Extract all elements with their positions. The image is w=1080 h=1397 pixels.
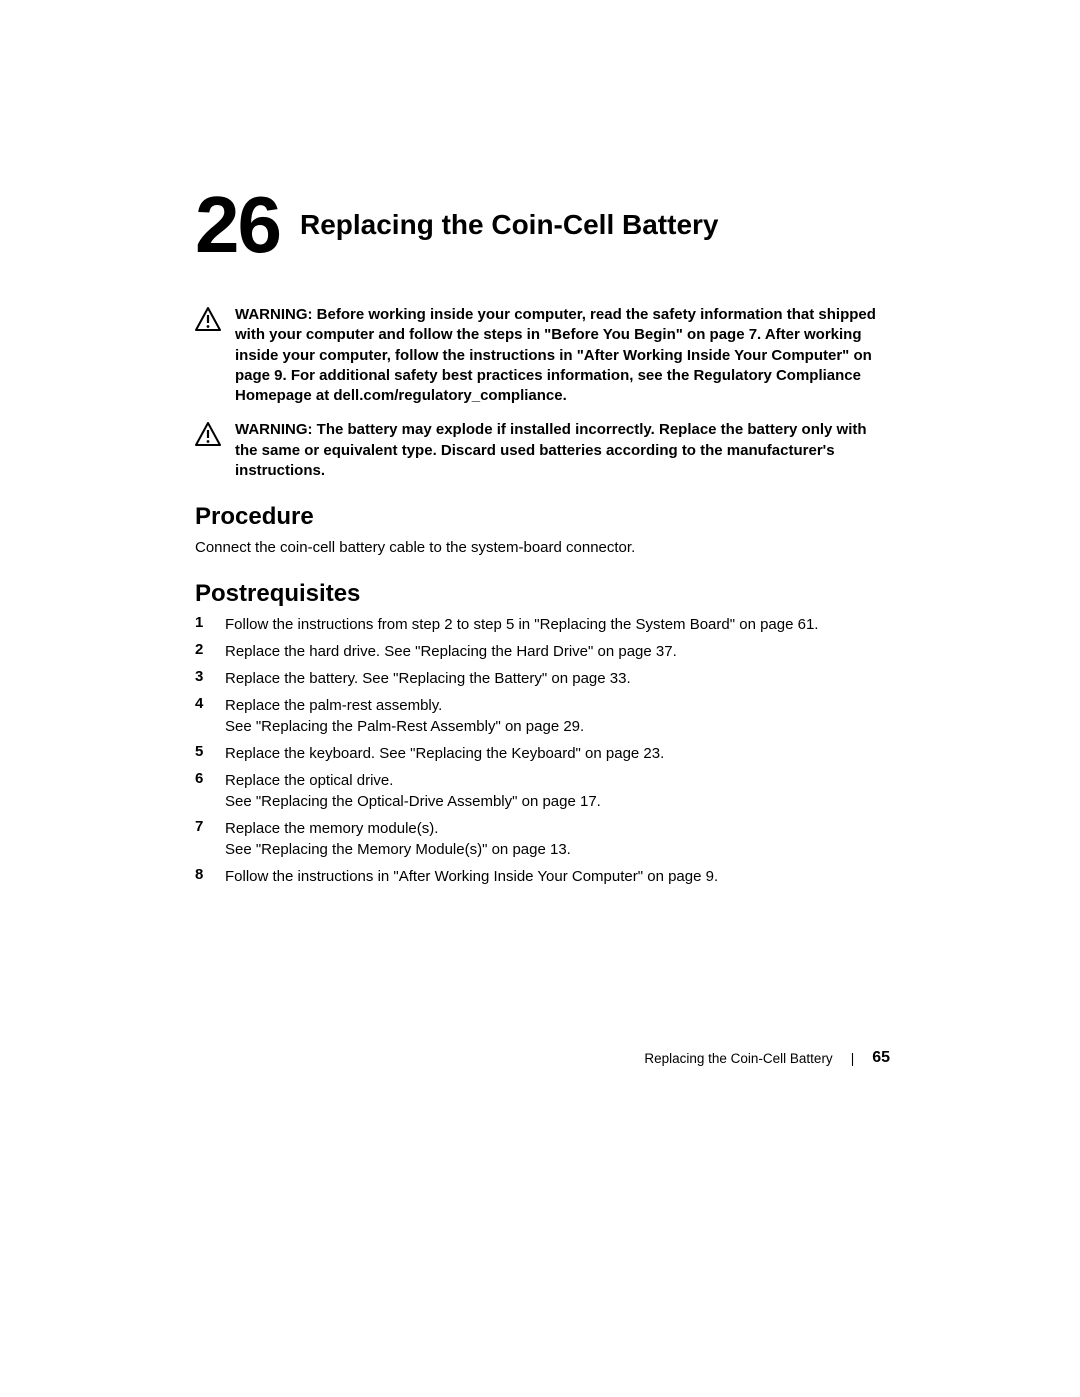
list-text: Replace the palm-rest assembly. See "Rep… [225,695,584,737]
warning-triangle-icon [195,422,221,451]
procedure-heading: Procedure [195,503,890,531]
list-text: Replace the optical drive. See "Replacin… [225,770,601,812]
warning-block-1: WARNING: Before working inside your comp… [195,305,890,406]
list-number: 8 [195,866,225,883]
list-item: 7Replace the memory module(s). See "Repl… [195,818,890,860]
list-number: 3 [195,668,225,685]
list-text: Replace the hard drive. See "Replacing t… [225,641,677,662]
page-number: 65 [872,1049,890,1067]
list-text: Replace the keyboard. See "Replacing the… [225,743,664,764]
postrequisites-heading: Postrequisites [195,580,890,608]
page-footer: Replacing the Coin-Cell Battery | 65 [644,1049,890,1067]
list-text: Follow the instructions from step 2 to s… [225,614,818,635]
list-item: 1Follow the instructions from step 2 to … [195,614,890,635]
footer-title: Replacing the Coin-Cell Battery [644,1051,832,1066]
warning-text: WARNING: Before working inside your comp… [235,305,890,406]
chapter-number: 26 [195,185,280,265]
footer-separator: | [851,1051,855,1066]
list-text: Follow the instructions in "After Workin… [225,866,718,887]
list-number: 7 [195,818,225,835]
list-number: 1 [195,614,225,631]
list-number: 2 [195,641,225,658]
list-item: 3Replace the battery. See "Replacing the… [195,668,890,689]
list-item: 8Follow the instructions in "After Worki… [195,866,890,887]
warning-block-2: WARNING: The battery may explode if inst… [195,420,890,481]
list-item: 4Replace the palm-rest assembly. See "Re… [195,695,890,737]
chapter-header: 26 Replacing the Coin-Cell Battery [195,185,890,265]
document-page: 26 Replacing the Coin-Cell Battery WARNI… [0,0,1080,887]
procedure-text: Connect the coin-cell battery cable to t… [195,537,890,558]
chapter-title: Replacing the Coin-Cell Battery [300,209,719,241]
list-text: Replace the memory module(s). See "Repla… [225,818,571,860]
list-number: 4 [195,695,225,712]
postrequisites-list: 1Follow the instructions from step 2 to … [195,614,890,887]
list-item: 5Replace the keyboard. See "Replacing th… [195,743,890,764]
list-item: 2Replace the hard drive. See "Replacing … [195,641,890,662]
list-item: 6Replace the optical drive. See "Replaci… [195,770,890,812]
list-number: 5 [195,743,225,760]
warning-triangle-icon [195,307,221,336]
list-text: Replace the battery. See "Replacing the … [225,668,631,689]
warning-text: WARNING: The battery may explode if inst… [235,420,890,481]
list-number: 6 [195,770,225,787]
